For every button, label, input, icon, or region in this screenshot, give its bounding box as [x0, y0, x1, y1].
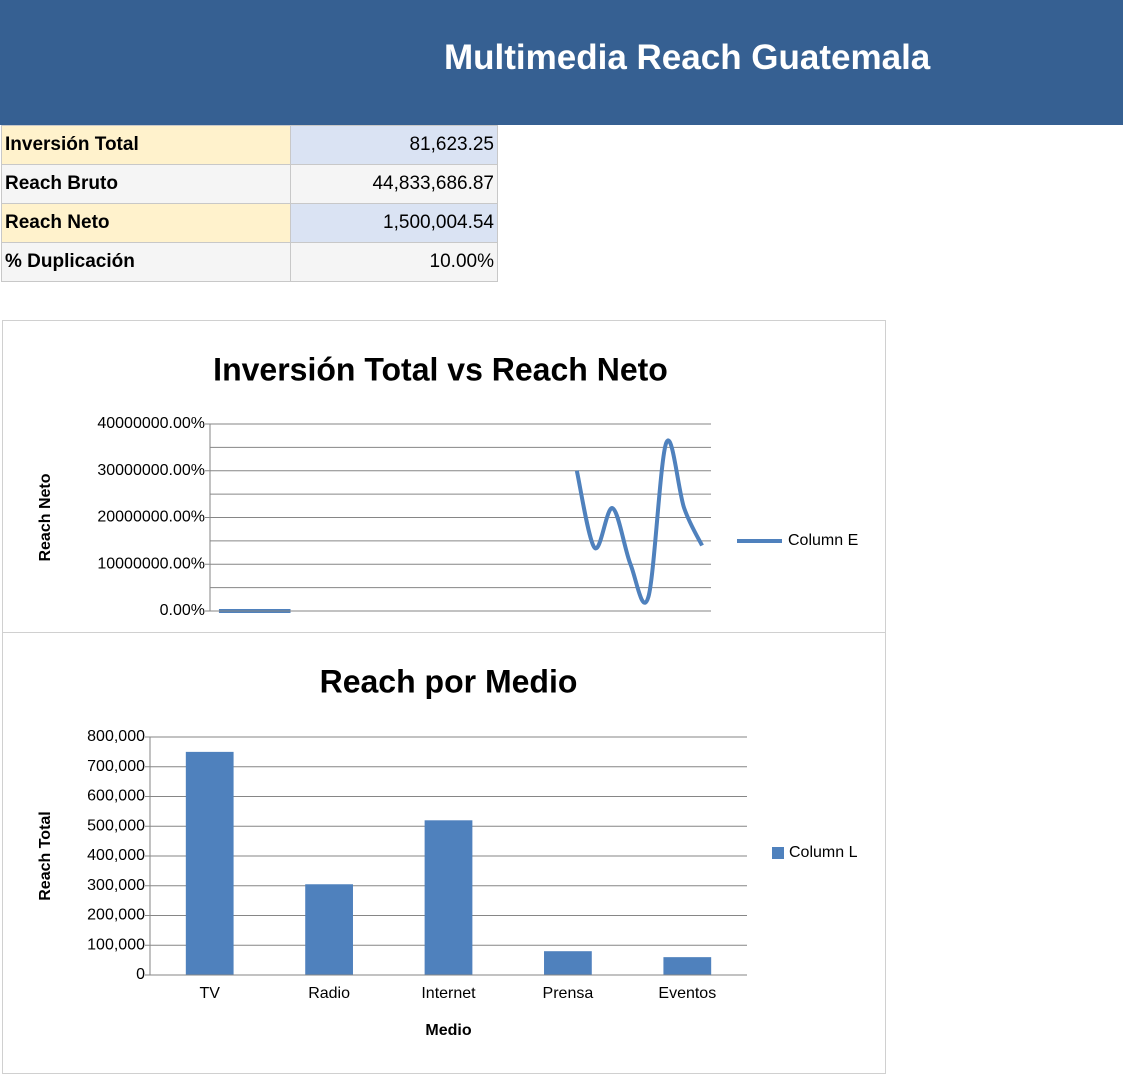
cell: 10.00% [290, 242, 498, 282]
y-tick-label: 10000000.00% [97, 555, 205, 572]
legend-label: Column L [789, 844, 858, 861]
y-tick-label: 20000000.00% [97, 509, 205, 526]
table-row: Reach Neto 1,500,004.54 [1, 203, 498, 243]
cell: Reach Bruto [1, 164, 291, 204]
bar [544, 951, 592, 975]
header-title: Multimedia Reach Guatemala [444, 38, 931, 77]
y-tick-label: 600,000 [87, 788, 145, 805]
x-axis-title: Medio [425, 1022, 471, 1039]
x-tick-label: Eventos [658, 985, 716, 1002]
cell: Reach Neto [1, 203, 291, 243]
header: Multimedia Reach Guatemala [0, 0, 1123, 125]
x-tick-label: TV [199, 985, 220, 1002]
bar [185, 751, 234, 975]
y-axis-title: Reach Neto [37, 473, 54, 561]
y-tick-label: 500,000 [87, 817, 145, 834]
chart: Inversión Total vs Reach Neto Reach Neto 0… [2, 320, 886, 632]
y-axis-title: Reach Total [37, 811, 54, 901]
chart: Reach por Medio Reach Total Medio 0 100,000 2… [2, 632, 886, 1074]
table-row: % Duplicación 10.00% [1, 242, 498, 282]
summary-table: Inversión Total 81,623.25 Reach Bruto 44,8… [1, 125, 498, 282]
table-row: Inversión Total 81,623.25 [1, 125, 498, 165]
legend-swatch [772, 847, 784, 859]
x-tick-label: Prensa [543, 985, 594, 1002]
y-tick-label: 100,000 [87, 936, 145, 953]
table-row: Reach Bruto 44,833,686.87 [1, 164, 498, 204]
y-tick-label: 700,000 [87, 758, 145, 775]
y-tick-label: 0.00% [160, 602, 205, 619]
x-tick-label: Radio [308, 985, 350, 1002]
y-tick-label: 40000000.00% [97, 415, 205, 432]
y-tick-label: 30000000.00% [97, 462, 205, 479]
bar [305, 884, 353, 975]
cell: 81,623.25 [290, 125, 498, 165]
y-tick-label: 300,000 [87, 877, 145, 894]
chart-title: Inversión Total vs Reach Neto [213, 351, 668, 387]
cell: Inversión Total [1, 125, 291, 165]
bar [663, 957, 712, 975]
cell: 1,500,004.54 [290, 203, 498, 243]
y-tick-label: 0 [136, 966, 145, 983]
x-tick-label: Internet [421, 985, 476, 1002]
cell: % Duplicación [1, 242, 291, 282]
y-tick-label: 800,000 [87, 728, 145, 745]
chart-title: Reach por Medio [320, 663, 578, 699]
y-tick-label: 400,000 [87, 847, 145, 864]
chart-frame [2, 320, 886, 632]
bar [424, 820, 473, 975]
legend-label: Column E [788, 532, 858, 549]
y-tick-label: 200,000 [87, 907, 145, 924]
cell: 44,833,686.87 [290, 164, 498, 204]
